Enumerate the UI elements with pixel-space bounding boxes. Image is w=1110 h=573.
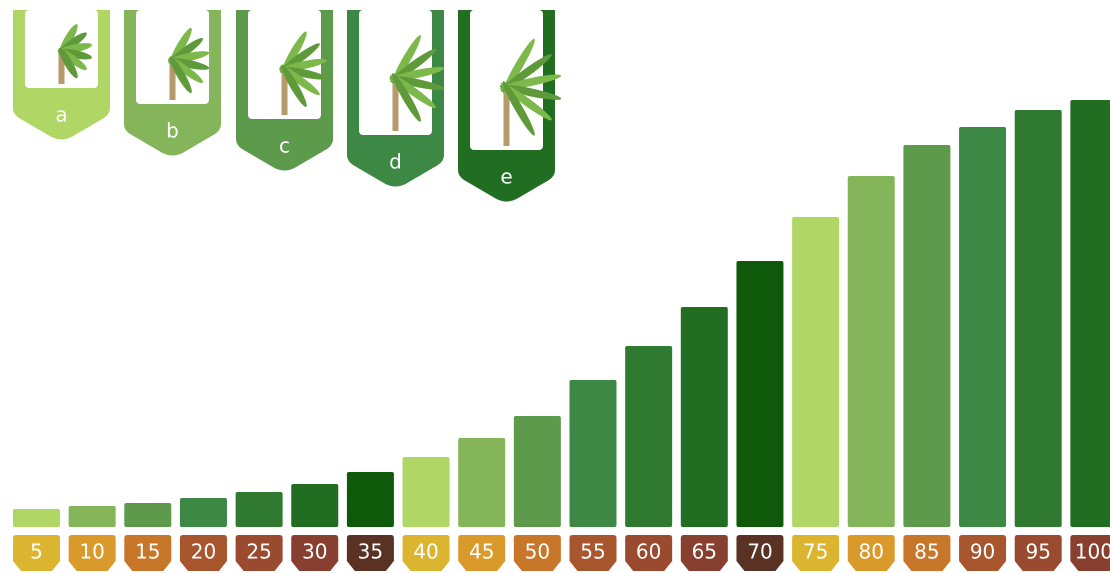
leaf xyxy=(502,38,535,94)
bar xyxy=(959,127,1007,527)
category-label: 5 xyxy=(30,540,43,564)
leaf xyxy=(502,81,535,136)
category-badge xyxy=(903,535,951,571)
category-badge xyxy=(959,535,1007,571)
leaf xyxy=(281,64,307,107)
bar xyxy=(1070,100,1110,527)
category-label: 55 xyxy=(580,540,605,564)
tree-icon xyxy=(279,31,328,115)
leaf xyxy=(500,82,552,121)
leaf xyxy=(499,84,562,100)
category-label: 90 xyxy=(970,540,995,564)
bar xyxy=(792,217,840,527)
category-badge xyxy=(680,535,728,571)
category-label: 10 xyxy=(79,540,104,564)
category-label: 35 xyxy=(358,540,383,564)
trunk xyxy=(169,60,176,100)
category-label: 95 xyxy=(1025,540,1050,564)
trunk xyxy=(58,51,65,84)
bar xyxy=(346,472,394,527)
bar xyxy=(569,380,617,527)
legend-label: d xyxy=(389,150,402,174)
category-badge xyxy=(179,535,227,571)
bar xyxy=(235,492,283,527)
legend-label: b xyxy=(166,119,179,143)
category-label: 80 xyxy=(859,540,884,564)
trunk xyxy=(281,69,288,115)
leaf xyxy=(58,47,78,79)
category-label: 70 xyxy=(747,540,772,564)
category-badge xyxy=(1014,535,1062,571)
legend-label: e xyxy=(500,165,512,189)
bar xyxy=(847,176,895,527)
category-label: 65 xyxy=(692,540,717,564)
category-badge xyxy=(847,535,895,571)
leaf xyxy=(169,56,192,94)
category-label: 20 xyxy=(191,540,216,564)
category-label: 30 xyxy=(302,540,327,564)
category-label: 85 xyxy=(914,540,939,564)
tree-icon xyxy=(389,35,445,131)
bar xyxy=(513,416,561,527)
category-badge xyxy=(13,535,60,571)
category-label: 15 xyxy=(135,540,160,564)
bar xyxy=(124,503,172,527)
category-badge xyxy=(1070,535,1110,571)
bar xyxy=(625,346,673,527)
legend-label: a xyxy=(55,103,67,127)
bar xyxy=(736,261,784,527)
category-label: 50 xyxy=(525,540,550,564)
bar xyxy=(1014,110,1062,527)
category-badge xyxy=(291,535,339,571)
category-badge xyxy=(569,535,617,571)
category-label: 75 xyxy=(803,540,828,564)
trunk xyxy=(503,87,510,146)
category-badge xyxy=(736,535,784,571)
category-label: 60 xyxy=(636,540,661,564)
tree-icon xyxy=(57,24,92,84)
category-badge xyxy=(68,535,116,571)
tree-icon xyxy=(167,27,210,100)
leaf xyxy=(500,54,552,92)
bar xyxy=(291,484,339,527)
bar xyxy=(68,506,116,527)
legend-label: c xyxy=(279,134,290,158)
category-label: 100 xyxy=(1075,540,1110,564)
category-badge xyxy=(402,535,450,571)
category-badge xyxy=(458,535,506,571)
category-badge xyxy=(792,535,840,571)
category-label: 25 xyxy=(246,540,271,564)
category-badge xyxy=(124,535,172,571)
category-badge xyxy=(625,535,673,571)
category-label: 40 xyxy=(413,540,438,564)
leaf xyxy=(389,76,445,91)
tree-icon xyxy=(499,38,562,146)
trunk xyxy=(392,78,399,131)
bar xyxy=(13,509,60,527)
leaf xyxy=(392,73,421,122)
bar xyxy=(402,457,450,527)
category-label: 45 xyxy=(469,540,494,564)
bar xyxy=(903,145,951,527)
category-badge xyxy=(513,535,561,571)
category-badge xyxy=(235,535,283,571)
bar xyxy=(680,307,728,527)
category-badge xyxy=(346,535,394,571)
bar xyxy=(179,498,227,527)
bar xyxy=(458,438,506,527)
